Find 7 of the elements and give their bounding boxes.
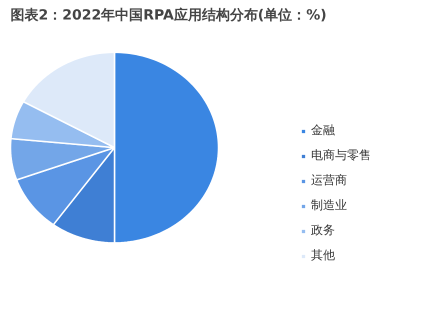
legend-label: 政务 <box>311 222 335 239</box>
chart-title: 图表2：2022年中国RPA应用结构分布(单位：%) <box>10 6 327 24</box>
legend-label: 运营商 <box>311 172 347 189</box>
legend-label: 其他 <box>311 247 335 264</box>
legend-label: 金融 <box>311 122 335 139</box>
legend-label: 制造业 <box>311 197 347 214</box>
legend-label: 电商与零售 <box>311 147 371 164</box>
